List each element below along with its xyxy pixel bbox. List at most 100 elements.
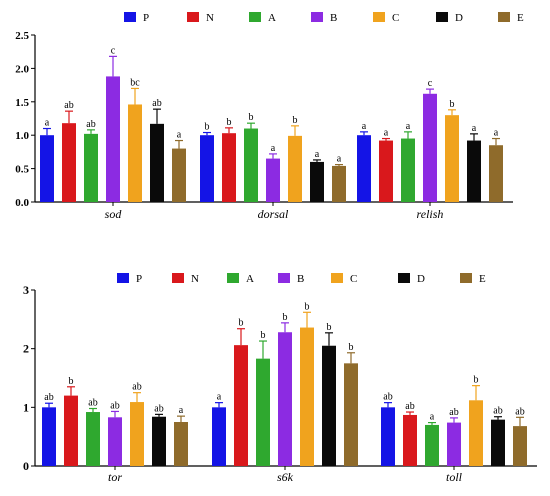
significance-label-s6k-B: b xyxy=(283,312,288,323)
significance-label-toll-C: b xyxy=(474,375,479,386)
significance-label-s6k-D: b xyxy=(327,322,332,333)
bar-dorsal-D xyxy=(310,161,324,202)
bar-sod-C xyxy=(128,104,142,202)
bar-tor-D xyxy=(152,416,166,466)
bar-relish-D xyxy=(467,140,481,202)
legend-label-N: N xyxy=(191,273,199,285)
legend-swatch-N xyxy=(172,273,184,283)
legend-label-A: A xyxy=(268,12,276,24)
x-category-label-tor: tor xyxy=(108,470,122,484)
legend-swatch-A xyxy=(249,12,261,22)
significance-label-toll-D: ab xyxy=(493,406,502,417)
bar-tor-C xyxy=(130,402,144,466)
bar-dorsal-E xyxy=(332,165,346,202)
significance-label-relish-E: a xyxy=(494,128,499,139)
bar-dorsal-A xyxy=(244,128,258,202)
bar-relish-B xyxy=(423,93,437,202)
significance-label-tor-E: a xyxy=(179,405,184,416)
legend-label-A: A xyxy=(246,273,254,285)
bar-sod-A xyxy=(84,133,98,202)
legend-swatch-A xyxy=(227,273,239,283)
bar-relish-A xyxy=(401,138,415,202)
bar-tor-E xyxy=(174,422,188,466)
significance-label-relish-B: c xyxy=(428,78,433,89)
bar-dorsal-P xyxy=(200,135,214,202)
significance-label-s6k-C: b xyxy=(305,301,310,312)
legend-label-P: P xyxy=(143,12,149,24)
legend-swatch-E xyxy=(498,12,510,22)
bar-toll-C xyxy=(469,400,483,466)
bar-tor-N xyxy=(64,395,78,466)
significance-label-toll-E: ab xyxy=(515,406,524,417)
bar-s6k-B xyxy=(278,332,292,466)
significance-label-sod-C: bc xyxy=(130,77,140,88)
significance-label-s6k-N: b xyxy=(239,318,244,329)
legend-label-C: C xyxy=(392,12,399,24)
bar-dorsal-C xyxy=(288,135,302,202)
significance-label-tor-D: ab xyxy=(154,403,163,414)
significance-label-toll-A: a xyxy=(430,412,435,423)
significance-label-tor-A: ab xyxy=(88,398,97,409)
significance-label-toll-N: ab xyxy=(405,401,414,412)
bar-relish-E xyxy=(489,145,503,202)
x-category-label-s6k: s6k xyxy=(277,470,294,484)
significance-label-dorsal-A: b xyxy=(249,112,254,123)
bar-toll-N xyxy=(403,414,417,466)
legend-label-E: E xyxy=(479,273,486,285)
significance-label-dorsal-P: b xyxy=(205,122,210,133)
y-tick-label: 0 xyxy=(23,459,29,473)
legend-label-E: E xyxy=(517,12,524,24)
significance-label-relish-N: a xyxy=(384,128,389,139)
bar-toll-E xyxy=(513,426,527,466)
y-tick-label: 3 xyxy=(23,283,29,297)
bar-sod-D xyxy=(150,123,164,202)
y-tick-label: 2.0 xyxy=(15,63,29,75)
y-tick-label: 0.5 xyxy=(15,164,29,176)
bar-s6k-P xyxy=(212,407,226,466)
bar-s6k-A xyxy=(256,358,270,466)
legend-label-B: B xyxy=(297,273,304,285)
bar-relish-P xyxy=(357,135,371,202)
significance-label-relish-C: b xyxy=(450,99,455,110)
significance-label-dorsal-N: b xyxy=(227,117,232,128)
y-tick-label: 2 xyxy=(23,342,29,356)
significance-label-dorsal-D: a xyxy=(315,149,320,160)
significance-label-sod-B: c xyxy=(111,45,116,56)
y-tick-label: 1.5 xyxy=(15,97,29,109)
bar-sod-P xyxy=(40,135,54,202)
legend-label-N: N xyxy=(206,12,214,24)
bar-toll-B xyxy=(447,422,461,466)
legend-swatch-B xyxy=(278,273,290,283)
bar-dorsal-N xyxy=(222,133,236,202)
significance-label-s6k-A: b xyxy=(261,330,266,341)
legend-label-B: B xyxy=(330,12,337,24)
legend-swatch-C xyxy=(373,12,385,22)
legend-swatch-P xyxy=(124,12,136,22)
significance-label-toll-B: ab xyxy=(449,407,458,418)
legend-swatch-D xyxy=(436,12,448,22)
significance-label-sod-P: a xyxy=(45,118,50,129)
bar-relish-C xyxy=(445,115,459,202)
significance-label-dorsal-E: a xyxy=(337,154,342,165)
bar-s6k-D xyxy=(322,345,336,466)
legend-label-D: D xyxy=(417,273,425,285)
bar-s6k-C xyxy=(300,327,314,466)
significance-label-relish-P: a xyxy=(362,121,367,132)
bar-toll-A xyxy=(425,424,439,466)
significance-label-tor-B: ab xyxy=(110,400,119,411)
y-tick-label: 1.0 xyxy=(15,130,29,142)
legend-swatch-N xyxy=(187,12,199,22)
x-category-label-sod: sod xyxy=(105,207,123,221)
legend-label-C: C xyxy=(350,273,357,285)
bar-toll-D xyxy=(491,419,505,466)
legend-swatch-P xyxy=(117,273,129,283)
significance-label-tor-C: ab xyxy=(132,382,141,393)
bar-sod-E xyxy=(172,148,186,202)
bar-tor-B xyxy=(108,417,122,466)
significance-label-s6k-P: a xyxy=(217,392,222,403)
bar-sod-B xyxy=(106,76,120,202)
legend-swatch-B xyxy=(311,12,323,22)
x-category-label-toll: toll xyxy=(446,470,463,484)
